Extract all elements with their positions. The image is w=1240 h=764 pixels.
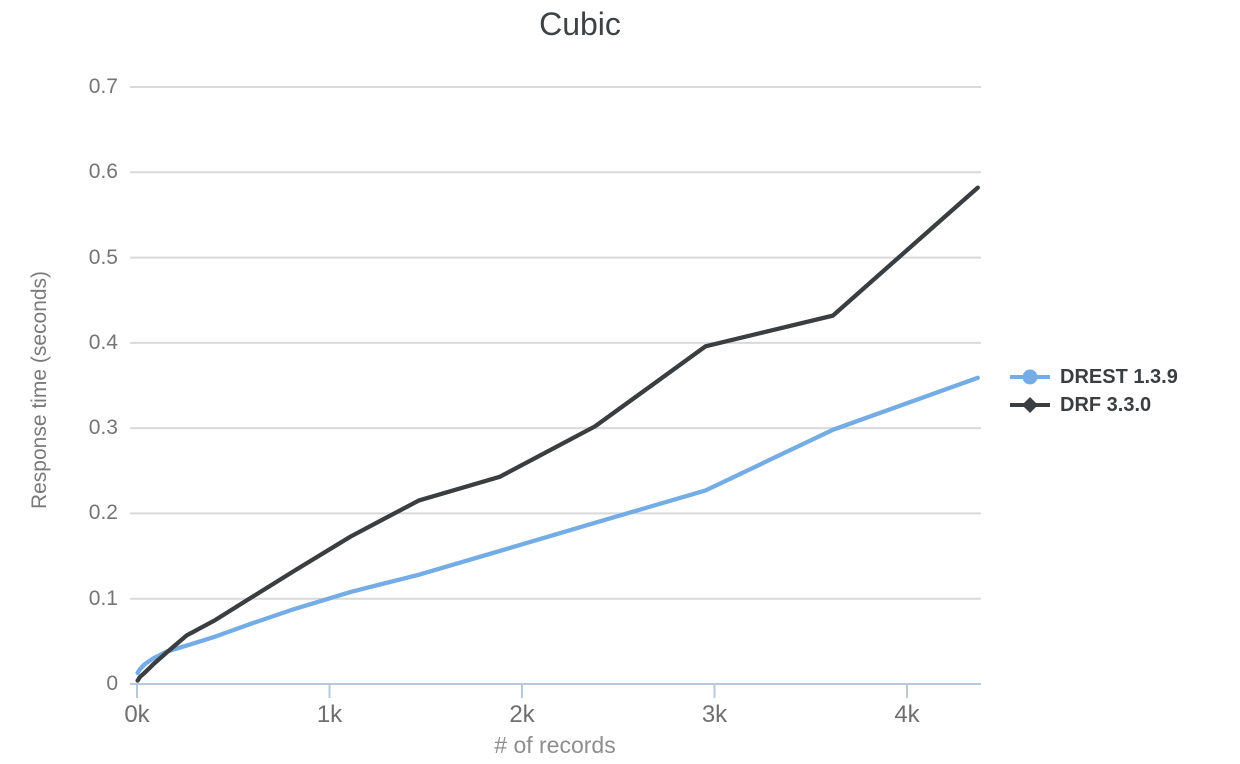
y-tick-label: 0.1 — [88, 586, 118, 610]
legend-label: DRF 3.3.0 — [1060, 393, 1152, 416]
x-tick-label: 0k — [124, 701, 150, 728]
x-axis-title: # of records — [494, 732, 616, 758]
x-tick-label: 1k — [316, 701, 343, 728]
x-tick-label: 3k — [701, 701, 728, 728]
circle-marker-icon — [1010, 369, 1050, 385]
y-tick-label: 0.6 — [88, 160, 118, 184]
legend-item: DRF 3.3.0 — [1008, 392, 1178, 418]
y-tick-label: 0.7 — [88, 75, 118, 98]
y-tick-label: 0 — [106, 672, 118, 695]
diamond-marker-icon — [1010, 397, 1050, 413]
y-tick-label: 0.4 — [88, 330, 118, 354]
y-tick-label: 0.3 — [88, 416, 118, 440]
legend-label: DREST 1.3.9 — [1060, 365, 1178, 388]
legend: DREST 1.3.9 DRF 3.3.0 — [1008, 364, 1178, 418]
y-tick-label: 0.2 — [88, 501, 118, 525]
series-line-drest-1-3-9 — [135, 375, 980, 676]
y-tick-label: 0.5 — [88, 245, 118, 269]
series-line-drf-3-3-0 — [135, 185, 980, 683]
x-tick-label: 2k — [509, 701, 535, 728]
legend-item: DREST 1.3.9 — [1008, 364, 1178, 390]
x-tick-label: 4k — [894, 701, 920, 728]
chart-title: Cubic — [539, 6, 621, 42]
